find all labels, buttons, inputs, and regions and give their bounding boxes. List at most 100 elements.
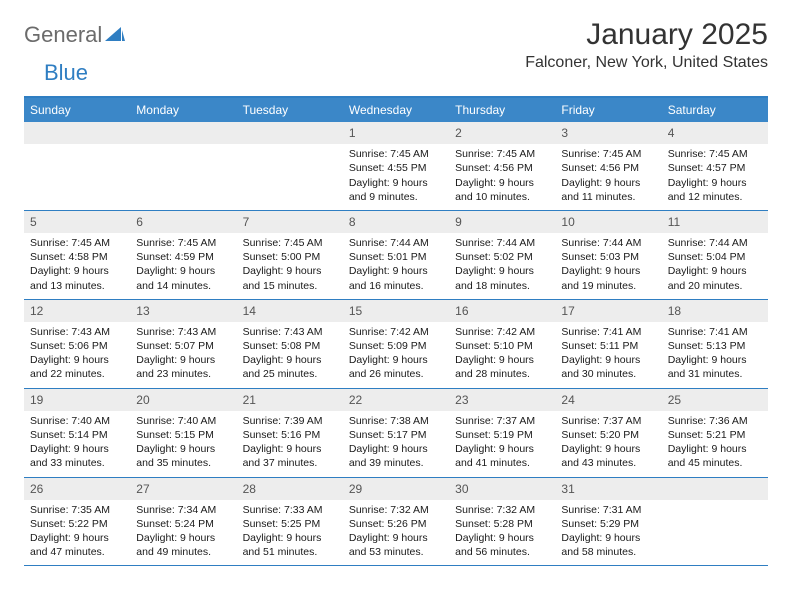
calendar-cell: 1Sunrise: 7:45 AMSunset: 4:55 PMDaylight… <box>343 122 449 210</box>
cell-line: and 53 minutes. <box>349 545 443 559</box>
cell-line: Sunset: 5:19 PM <box>455 428 549 442</box>
day-number-row <box>24 122 130 144</box>
cell-line: and 25 minutes. <box>243 367 337 381</box>
day-number-row: 17 <box>555 300 661 322</box>
cell-line: and 19 minutes. <box>561 279 655 293</box>
cell-line: Sunset: 5:10 PM <box>455 339 549 353</box>
calendar-week: 1Sunrise: 7:45 AMSunset: 4:55 PMDaylight… <box>24 122 768 211</box>
day-number: 3 <box>561 126 568 140</box>
day-number-row <box>237 122 343 144</box>
day-header: Sunday <box>24 98 130 122</box>
cell-line: and 51 minutes. <box>243 545 337 559</box>
calendar-cell <box>130 122 236 210</box>
day-number: 16 <box>455 304 468 318</box>
cell-line: Sunrise: 7:44 AM <box>668 236 762 250</box>
cell-line: and 41 minutes. <box>455 456 549 470</box>
cell-line: Daylight: 9 hours <box>668 353 762 367</box>
cell-line: and 16 minutes. <box>349 279 443 293</box>
day-number: 21 <box>243 393 256 407</box>
cell-line: Sunrise: 7:41 AM <box>668 325 762 339</box>
day-number-row: 26 <box>24 478 130 500</box>
cell-line: Daylight: 9 hours <box>349 176 443 190</box>
day-number: 27 <box>136 482 149 496</box>
day-header: Saturday <box>662 98 768 122</box>
cell-line: Sunset: 4:59 PM <box>136 250 230 264</box>
cell-line: Daylight: 9 hours <box>668 176 762 190</box>
calendar-body: 1Sunrise: 7:45 AMSunset: 4:55 PMDaylight… <box>24 122 768 566</box>
day-number-row: 11 <box>662 211 768 233</box>
cell-line: Sunrise: 7:37 AM <box>561 414 655 428</box>
cell-line: Daylight: 9 hours <box>243 353 337 367</box>
cell-line: Sunrise: 7:33 AM <box>243 503 337 517</box>
day-number-row: 25 <box>662 389 768 411</box>
cell-line: Sunset: 5:03 PM <box>561 250 655 264</box>
cell-line: Sunrise: 7:44 AM <box>455 236 549 250</box>
calendar-cell: 23Sunrise: 7:37 AMSunset: 5:19 PMDayligh… <box>449 389 555 477</box>
calendar-week: 12Sunrise: 7:43 AMSunset: 5:06 PMDayligh… <box>24 300 768 389</box>
calendar-cell <box>237 122 343 210</box>
day-number: 4 <box>668 126 675 140</box>
cell-line: and 58 minutes. <box>561 545 655 559</box>
cell-line: and 37 minutes. <box>243 456 337 470</box>
day-number: 10 <box>561 215 574 229</box>
day-number <box>243 126 246 140</box>
cell-line: Sunrise: 7:32 AM <box>455 503 549 517</box>
cell-line: Sunrise: 7:45 AM <box>349 147 443 161</box>
calendar-cell: 24Sunrise: 7:37 AMSunset: 5:20 PMDayligh… <box>555 389 661 477</box>
calendar-cell: 13Sunrise: 7:43 AMSunset: 5:07 PMDayligh… <box>130 300 236 388</box>
cell-line: and 47 minutes. <box>30 545 124 559</box>
calendar-cell: 14Sunrise: 7:43 AMSunset: 5:08 PMDayligh… <box>237 300 343 388</box>
cell-line: and 31 minutes. <box>668 367 762 381</box>
cell-line: Daylight: 9 hours <box>136 264 230 278</box>
day-number: 18 <box>668 304 681 318</box>
calendar-cell: 7Sunrise: 7:45 AMSunset: 5:00 PMDaylight… <box>237 211 343 299</box>
cell-line: and 43 minutes. <box>561 456 655 470</box>
day-number: 20 <box>136 393 149 407</box>
cell-line: Sunset: 5:28 PM <box>455 517 549 531</box>
cell-line: Sunrise: 7:39 AM <box>243 414 337 428</box>
day-number-row: 9 <box>449 211 555 233</box>
calendar-cell <box>24 122 130 210</box>
day-header: Tuesday <box>237 98 343 122</box>
cell-line: Sunrise: 7:44 AM <box>561 236 655 250</box>
cell-line: Sunset: 4:56 PM <box>561 161 655 175</box>
cell-line: Sunset: 4:55 PM <box>349 161 443 175</box>
day-number-row: 12 <box>24 300 130 322</box>
cell-line: Sunset: 5:24 PM <box>136 517 230 531</box>
cell-line: Sunset: 5:13 PM <box>668 339 762 353</box>
cell-line: and 23 minutes. <box>136 367 230 381</box>
day-number: 19 <box>30 393 43 407</box>
day-number: 5 <box>30 215 37 229</box>
cell-line: and 12 minutes. <box>668 190 762 204</box>
cell-line: Sunrise: 7:45 AM <box>136 236 230 250</box>
calendar-cell: 6 Sunrise: 7:45 AMSunset: 4:59 PMDaylight… <box>130 211 236 299</box>
calendar-cell: 15Sunrise: 7:42 AMSunset: 5:09 PMDayligh… <box>343 300 449 388</box>
cell-line: and 20 minutes. <box>668 279 762 293</box>
cell-line: Sunrise: 7:45 AM <box>668 147 762 161</box>
cell-line: Sunset: 4:56 PM <box>455 161 549 175</box>
cell-line: Sunset: 4:57 PM <box>668 161 762 175</box>
cell-line: and 35 minutes. <box>136 456 230 470</box>
day-number-row: 28 <box>237 478 343 500</box>
cell-line: Daylight: 9 hours <box>561 176 655 190</box>
cell-line: Sunset: 5:17 PM <box>349 428 443 442</box>
cell-line: Sunset: 5:09 PM <box>349 339 443 353</box>
cell-line: Sunrise: 7:40 AM <box>136 414 230 428</box>
calendar-cell: 26Sunrise: 7:35 AMSunset: 5:22 PMDayligh… <box>24 478 130 566</box>
day-header: Monday <box>130 98 236 122</box>
cell-line: and 28 minutes. <box>455 367 549 381</box>
calendar-cell: 12Sunrise: 7:43 AMSunset: 5:06 PMDayligh… <box>24 300 130 388</box>
cell-line: Daylight: 9 hours <box>668 264 762 278</box>
brand-part1: General <box>24 22 102 48</box>
calendar-week: 26Sunrise: 7:35 AMSunset: 5:22 PMDayligh… <box>24 478 768 567</box>
day-number-row <box>662 478 768 500</box>
calendar-cell: 28Sunrise: 7:33 AMSunset: 5:25 PMDayligh… <box>237 478 343 566</box>
brand-part2: Blue <box>44 60 88 85</box>
cell-line: Daylight: 9 hours <box>349 353 443 367</box>
cell-line: Sunrise: 7:31 AM <box>561 503 655 517</box>
calendar-cell: 22Sunrise: 7:38 AMSunset: 5:17 PMDayligh… <box>343 389 449 477</box>
day-number: 6 <box>136 215 143 229</box>
day-number: 28 <box>243 482 256 496</box>
cell-line: Daylight: 9 hours <box>136 531 230 545</box>
brand-sail-icon <box>105 27 125 43</box>
